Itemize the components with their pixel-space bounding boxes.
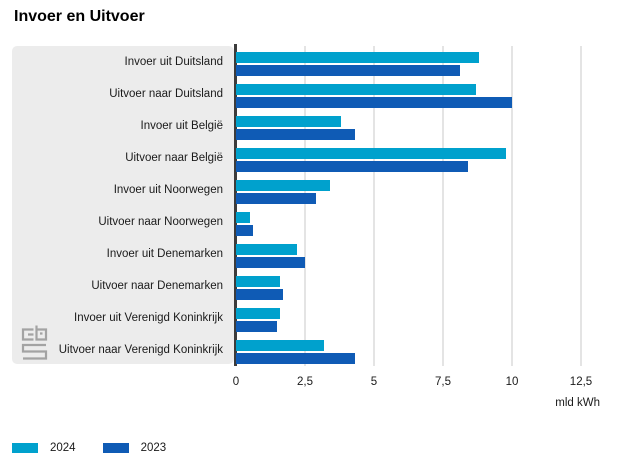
bar-2023 xyxy=(236,160,468,172)
category-label-panel xyxy=(12,46,234,364)
legend-swatch xyxy=(12,443,38,453)
legend-label: 2023 xyxy=(140,442,167,454)
legend-swatch xyxy=(102,443,129,453)
chart-row: Invoer uit Verenigd Koninkrijk xyxy=(0,302,627,334)
category-label: Uitvoer naar Noorwegen xyxy=(98,216,223,228)
bar-2024 xyxy=(236,339,325,351)
chart-row: Invoer uit België xyxy=(0,110,627,142)
category-label: Uitvoer naar België xyxy=(125,152,223,164)
x-axis-tick-label: 7,5 xyxy=(435,376,451,388)
category-label: Uitvoer naar Duitsland xyxy=(109,88,223,100)
bar-2024 xyxy=(236,211,250,223)
legend-item-2024: 2024 xyxy=(12,442,76,454)
bar-2024 xyxy=(236,115,341,127)
bar-2024 xyxy=(236,243,297,255)
bar-2024 xyxy=(236,275,281,287)
gridline xyxy=(373,46,375,366)
bar-2023 xyxy=(236,256,305,268)
bar-2024 xyxy=(236,307,281,319)
chart-row: Uitvoer naar Noorwegen xyxy=(0,206,627,238)
category-label: Invoer uit Duitsland xyxy=(124,56,223,68)
gridline xyxy=(580,46,582,366)
x-axis-tick-label: 10 xyxy=(505,376,519,388)
category-label: Invoer uit België xyxy=(140,120,223,132)
category-label: Invoer uit Verenigd Koninkrijk xyxy=(74,312,223,324)
bar-2023 xyxy=(236,64,460,76)
chart-row: Invoer uit Duitsland xyxy=(0,46,627,78)
legend-label: 2024 xyxy=(50,442,76,454)
gridline xyxy=(442,46,444,366)
bar-2023 xyxy=(236,192,317,204)
gridline xyxy=(511,46,513,366)
chart-title: Invoer en Uitvoer xyxy=(14,8,145,25)
chart-row: Uitvoer naar Verenigd Koninkrijk xyxy=(0,334,627,366)
x-axis-tick-label: 12,5 xyxy=(569,376,593,388)
cbs-logo-letter-c xyxy=(21,328,34,341)
bar-2023 xyxy=(236,128,355,140)
bar-2023 xyxy=(236,320,278,332)
chart-row: Uitvoer naar Duitsland xyxy=(0,78,627,110)
chart-row: Invoer uit Noorwegen xyxy=(0,174,627,206)
gridline xyxy=(304,46,306,366)
x-axis-tick-label: 2,5 xyxy=(297,376,313,388)
chart-row: Uitvoer naar België xyxy=(0,142,627,174)
x-axis-unit-label: mld kWh xyxy=(555,397,600,409)
legend: 2024 2023 xyxy=(12,440,193,456)
y-axis-line xyxy=(234,44,237,366)
chart-row: Invoer uit Denemarken xyxy=(0,238,627,270)
cbs-logo-letter-b xyxy=(35,325,48,341)
bar-2023 xyxy=(236,352,355,364)
legend-item-2023: 2023 xyxy=(102,442,167,454)
cbs-logo xyxy=(21,325,48,360)
bar-2023 xyxy=(236,288,283,300)
x-axis-tick-label: 0 xyxy=(232,376,240,388)
category-label: Invoer uit Denemarken xyxy=(106,248,223,260)
category-label: Uitvoer naar Verenigd Koninkrijk xyxy=(58,344,223,356)
category-label: Uitvoer naar Denemarken xyxy=(91,280,223,292)
bar-2024 xyxy=(236,147,507,159)
bar-2023 xyxy=(236,224,253,236)
bar-2023 xyxy=(236,96,512,108)
category-label: Invoer uit Noorwegen xyxy=(113,184,223,196)
cbs-logo-letter-s xyxy=(21,343,48,360)
chart-row: Uitvoer naar Denemarken xyxy=(0,270,627,302)
x-axis-tick-label: 5 xyxy=(370,376,378,388)
bar-2024 xyxy=(236,51,479,63)
bar-2024 xyxy=(236,83,477,95)
bar-2024 xyxy=(236,179,330,191)
